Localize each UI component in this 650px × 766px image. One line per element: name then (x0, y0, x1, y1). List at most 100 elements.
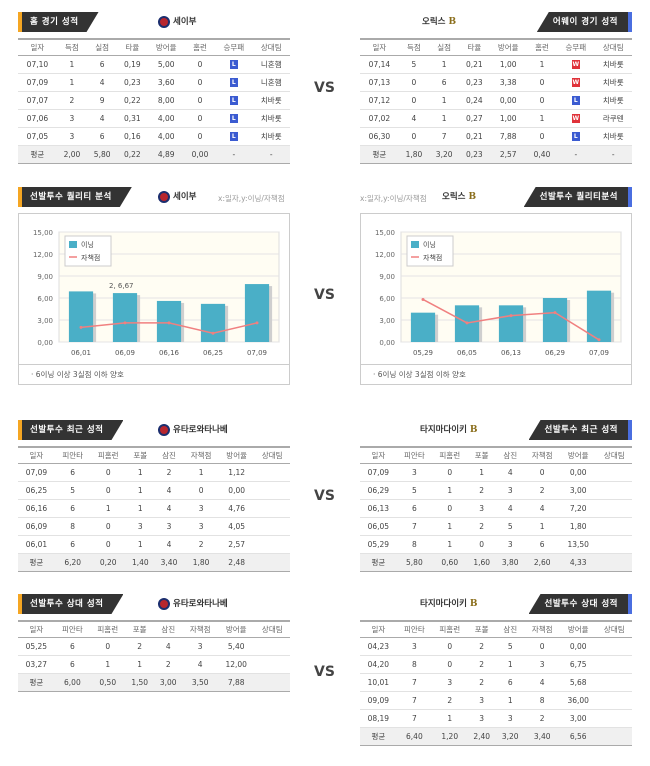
table-cell: 3 (495, 709, 525, 728)
table-cell: 4 (154, 481, 184, 500)
table-row: 06,01 6 0 1 4 2 2,57 (18, 535, 290, 554)
column-header: 득점 (56, 38, 88, 56)
table-cell: 1,20 (432, 727, 468, 746)
table-cell (254, 637, 290, 656)
legend-label: 이닝 (81, 240, 94, 249)
table-cell: 1 (125, 481, 155, 500)
table-cell: L (215, 91, 253, 110)
quality-right-chart: 0,00 3,00 6,00 9,00 12,00 15,00 05,29 06,05 06,1… (360, 213, 632, 365)
table-cell: 06,09 (18, 517, 55, 536)
average-row: 평균 6,00 0,50 1,50 3,00 3,50 7,88 (18, 673, 290, 692)
table-cell: 평균 (360, 553, 397, 572)
table-cell: 0 (183, 481, 219, 500)
table-cell: 0 (184, 127, 216, 146)
quality-right-note: · 6이닝 이상 3실점 이하 양호 (360, 365, 632, 385)
table-cell: 치바롯 (252, 127, 290, 146)
table-cell: 7,88 (217, 673, 255, 692)
y-tick-label: 12,00 (375, 251, 395, 259)
table-cell: 0 (90, 481, 126, 500)
table-cell: 1 (125, 463, 155, 482)
orix-logo-icon: B (468, 192, 477, 202)
table-cell: 04,23 (360, 637, 397, 656)
column-header: 상대팀 (594, 38, 632, 56)
line-point (509, 314, 513, 318)
table-cell (254, 517, 290, 536)
column-header: 방어율 (559, 446, 597, 464)
table-row: 05,25 6 0 2 4 3 5,40 (18, 637, 290, 656)
column-header: 피홈런 (432, 446, 468, 464)
table-cell: 3 (125, 517, 155, 536)
column-header: 자책점 (524, 620, 560, 638)
loss-badge-icon: L (571, 132, 580, 141)
table-cell: 1,12 (218, 463, 255, 482)
table-cell: 1 (56, 73, 88, 92)
table-cell: 07,13 (360, 73, 399, 92)
recent-left-table: 일자 피안타 피홈런 포볼 삼진 자책점 방어율 상대팀 07,09 6 0 1 2 1 1,12 06,25… (18, 446, 290, 572)
table-cell: 12,00 (217, 655, 255, 674)
line-point (465, 321, 469, 325)
table-cell: 2 (154, 463, 184, 482)
table-cell: - (557, 145, 595, 164)
bar (200, 303, 226, 342)
y-tick-label: 9,00 (37, 273, 53, 281)
table-cell: 2,00 (56, 145, 88, 164)
vs-right-table: 일자 피안타 피홈런 포볼 삼진 자책점 방어율 상대팀 04,23 3 0 2 5 0 0,00 04,20… (360, 620, 632, 746)
orix-logo-icon: B (469, 425, 478, 435)
table-cell: 3 (154, 517, 184, 536)
bar (586, 290, 612, 342)
table-cell: 치바롯 (594, 55, 632, 74)
table-cell: W (557, 73, 595, 92)
vs-label: VS (314, 488, 335, 504)
x-tick-label: 06,16 (159, 349, 180, 357)
column-header: 피안타 (54, 620, 91, 638)
bar (410, 312, 436, 342)
column-header: 실점 (429, 38, 460, 56)
table-cell: 4,76 (218, 499, 255, 518)
table-cell: 07,10 (18, 55, 57, 74)
table-cell: 1 (524, 517, 560, 536)
recent-left-team: 유타로와타나베 (158, 423, 228, 437)
table-cell (596, 553, 632, 572)
table-cell: 7 (429, 127, 460, 146)
table-row: 06,29 5 1 2 3 2 3,00 (360, 481, 632, 500)
table-cell: 3,50 (182, 673, 218, 692)
table-row: 07,09 1 4 0,23 3,60 0 L 니혼햄 (18, 73, 290, 92)
table-cell: 3,80 (495, 553, 525, 572)
table-cell: 라쿠텐 (594, 109, 632, 128)
seibu-logo-icon (158, 16, 170, 28)
table-cell: 5,00 (147, 55, 185, 74)
table-row: 07,09 3 0 1 4 0 0,00 (360, 463, 632, 482)
column-header: 자책점 (183, 446, 219, 464)
table-cell: 2 (125, 637, 154, 656)
y-tick-label: 6,00 (379, 295, 395, 303)
vs-label: VS (314, 664, 335, 680)
table-cell: 평균 (18, 553, 55, 572)
column-header: 피홈런 (90, 620, 126, 638)
column-header: 상대팀 (596, 620, 632, 638)
table-cell: 2,57 (218, 535, 255, 554)
table-cell: 0,24 (459, 91, 490, 110)
table-row: 07,07 2 9 0,22 8,00 0 L 치바롯 (18, 91, 290, 110)
table-cell: 2,40 (467, 727, 496, 746)
recent-left-title: 선발투수 최근 성적 (18, 420, 123, 440)
table-cell: 3 (396, 463, 433, 482)
table-cell: 4 (154, 499, 184, 518)
column-header: 일자 (360, 38, 399, 56)
table-cell: 06,05 (360, 517, 397, 536)
table-cell: 1,60 (467, 553, 496, 572)
table-cell: 3,00 (559, 481, 597, 500)
table-cell (254, 481, 290, 500)
away-record-table: 일자 득점 실점 타율 방어율 홈런 승무패 상대팀 07,14 5 1 0,21 1,00 1 W 치바롯 0… (360, 38, 632, 164)
table-cell: 1 (429, 91, 460, 110)
table-cell: 1 (125, 535, 155, 554)
line-point (167, 321, 171, 325)
recent-right-panel: 타지마다이키 B 선발투수 최근 성적 일자 피안타 피홈런 포볼 삼진 자책점 방어율 상대팀… (360, 420, 632, 572)
table-cell: 1,50 (125, 673, 154, 692)
table-cell (596, 535, 632, 554)
table-cell: 6 (396, 499, 433, 518)
table-cell (596, 673, 632, 692)
table-cell: 1 (432, 481, 468, 500)
table-cell: 0 (432, 463, 468, 482)
table-cell (596, 517, 632, 536)
